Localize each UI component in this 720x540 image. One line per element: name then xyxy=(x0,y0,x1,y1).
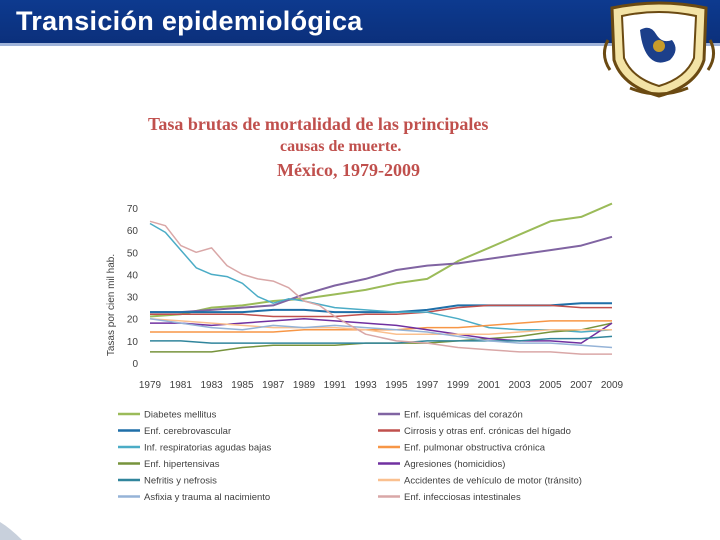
series-lines xyxy=(149,202,613,355)
legend-label: Enf. cerebrovascular xyxy=(144,426,231,437)
y-tick-label: 20 xyxy=(127,315,139,326)
series-line xyxy=(149,317,612,335)
y-tick-label: 40 xyxy=(127,270,139,281)
x-tick-label: 1981 xyxy=(170,380,193,391)
chart-title-line-1: Tasa brutas de mortalidad de las princip… xyxy=(148,114,488,134)
legend-label: Diabetes mellitus xyxy=(144,410,217,421)
y-tick-label: 60 xyxy=(127,226,139,237)
x-tick-label: 2009 xyxy=(601,380,624,391)
x-tick-label: 1979 xyxy=(139,380,162,391)
chart-title-line-2: causas de muerte. xyxy=(280,138,401,155)
x-tick-label: 1987 xyxy=(262,380,285,391)
legend-label: Asfixia y trauma al nacimiento xyxy=(144,492,270,503)
x-tick-labels: 1979 1981 1983 1985 1987 1989 1991 1993 1995 1997… xyxy=(139,380,624,391)
series-line xyxy=(149,202,613,318)
y-tick-label: 70 xyxy=(127,204,139,215)
x-tick-label: 2005 xyxy=(539,380,562,391)
x-tick-label: 2007 xyxy=(570,380,593,391)
x-tick-label: 1995 xyxy=(385,380,408,391)
y-tick-label: 30 xyxy=(127,293,139,304)
page-fold-decoration xyxy=(0,522,22,540)
legend-label: Nefritis y nefrosis xyxy=(144,476,217,487)
legend-label: Cirrosis y otras enf. crónicas del hígad… xyxy=(404,426,571,437)
series-line xyxy=(149,317,613,349)
x-tick-label: 1991 xyxy=(324,380,347,391)
legend-label: Inf. respiratorias agudas bajas xyxy=(144,443,272,454)
series-line xyxy=(150,304,612,318)
series-line xyxy=(149,220,612,355)
header-rule xyxy=(0,43,720,46)
legend-label: Enf. infecciosas intestinales xyxy=(404,492,521,503)
x-tick-label: 2001 xyxy=(478,380,501,391)
legend-label: Accidentes de vehículo de motor (tránsit… xyxy=(404,476,582,487)
x-tick-label: 2003 xyxy=(508,380,531,391)
legend-label: Enf. pulmonar obstructiva crónica xyxy=(404,443,546,454)
series-line xyxy=(150,235,613,314)
x-tick-label: 1985 xyxy=(231,380,254,391)
chart-container: Tasa brutas de mortalidad de las princip… xyxy=(90,100,630,505)
header-bar xyxy=(0,0,720,46)
legend-label: Enf. hipertensivas xyxy=(144,459,220,470)
legend-label: Enf. isquémicas del corazón xyxy=(404,410,523,421)
chart-title-line-3: México, 1979-2009 xyxy=(277,160,420,180)
x-tick-label: 1983 xyxy=(200,380,223,391)
x-tick-label: 1997 xyxy=(416,380,439,391)
y-tick-labels: 70 60 50 40 30 20 10 0 xyxy=(127,204,139,370)
y-tick-label: 0 xyxy=(132,359,138,370)
y-tick-label: 10 xyxy=(127,337,139,348)
slide-title: Transición epidemiológica xyxy=(16,6,363,36)
series-line xyxy=(150,335,613,344)
unam-crest-icon xyxy=(603,1,715,98)
chart-background xyxy=(90,100,630,505)
y-axis-label: Tasas por cien mil hab. xyxy=(106,254,117,356)
legend: Diabetes mellitus Enf. isquémicas del cor… xyxy=(118,410,582,503)
x-tick-label: 1993 xyxy=(354,380,377,391)
x-tick-label: 1989 xyxy=(293,380,316,391)
series-line xyxy=(150,320,612,333)
x-tick-label: 1999 xyxy=(447,380,470,391)
legend-label: Agresiones (homicidios) xyxy=(404,459,505,470)
mortality-line-chart: Tasa brutas de mortalidad de las princip… xyxy=(90,100,630,505)
y-tick-label: 50 xyxy=(127,248,139,259)
